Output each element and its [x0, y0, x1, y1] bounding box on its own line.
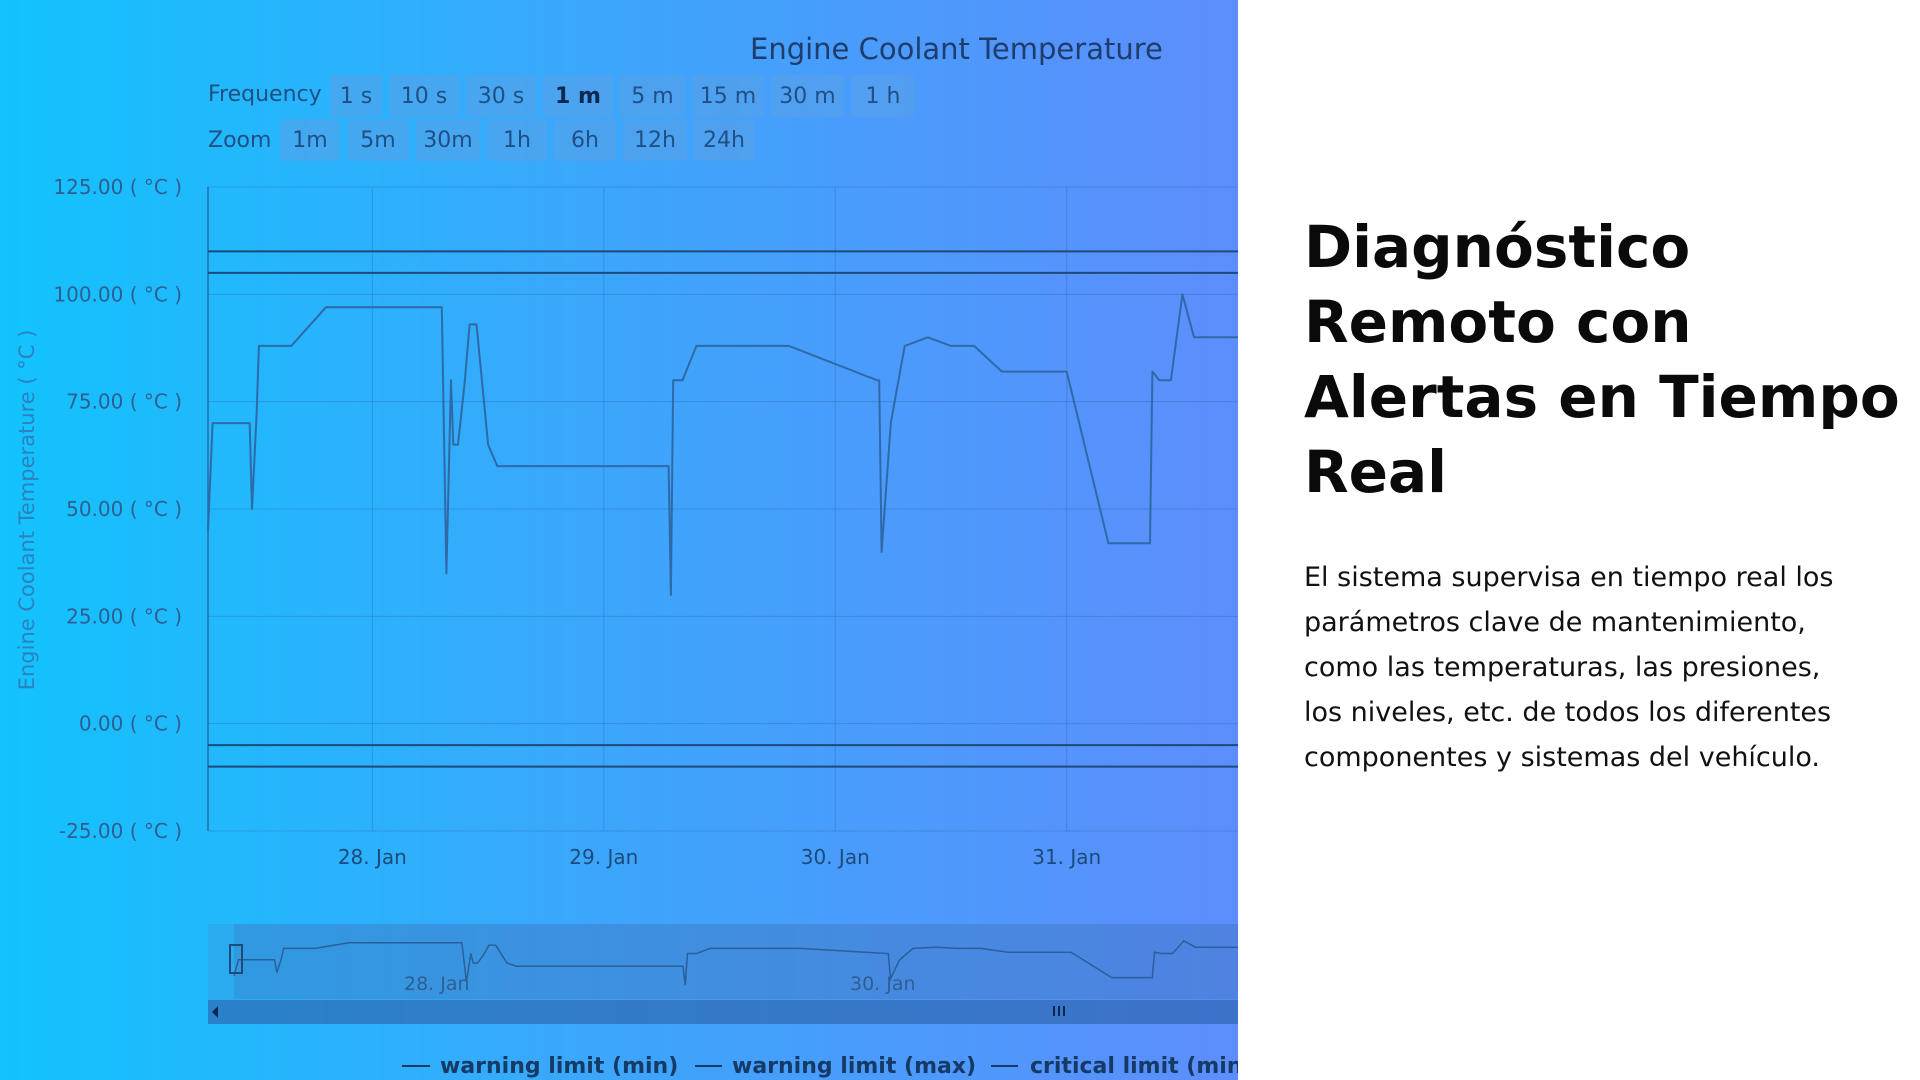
chart-title: Engine Coolant Temperature — [750, 32, 1163, 66]
freq-button-30m[interactable]: 30 m — [771, 75, 844, 117]
y-axis-title: Engine Coolant Temperature ( °C ) — [15, 330, 39, 691]
y-axis: 125.00 ( °C ) 100.00 ( °C ) 75.00 ( °C ) 50… — [53, 175, 182, 843]
frequency-label: Frequency — [208, 82, 322, 107]
limit-lines — [208, 250, 1238, 768]
y-tick-label: -25.00 ( °C ) — [59, 819, 182, 843]
series — [207, 293, 1238, 596]
freq-button-1h[interactable]: 1 h — [851, 75, 915, 117]
x-axis: 28. Jan 29. Jan 30. Jan 31. Jan — [338, 845, 1101, 869]
freq-button-10s[interactable]: 10 s — [389, 75, 459, 117]
scrollbar-grip-icon[interactable] — [1053, 1006, 1065, 1016]
zoom-button-24h[interactable]: 24h — [694, 119, 754, 161]
x-tick-label: 29. Jan — [569, 845, 638, 869]
legend-item[interactable]: warning limit (max) — [732, 1054, 976, 1079]
y-tick-label: 0.00 ( °C ) — [79, 712, 182, 736]
legend: warning limit (min) warning limit (max) … — [402, 1054, 1238, 1079]
legend-item[interactable]: critical limit (min) — [1030, 1054, 1238, 1079]
zoom-button-1m[interactable]: 1m — [280, 119, 340, 161]
y-tick-label: 100.00 ( °C ) — [53, 282, 182, 306]
zoom-button-1h[interactable]: 1h — [487, 119, 547, 161]
freq-button-5m[interactable]: 5 m — [620, 75, 685, 117]
zoom-button-30m[interactable]: 30m — [416, 119, 480, 161]
x-tick-label: 30. Jan — [801, 845, 870, 869]
zoom-button-5m[interactable]: 5m — [347, 119, 409, 161]
freq-button-1s[interactable]: 1 s — [330, 75, 382, 117]
x-tick-label: 28. Jan — [338, 845, 407, 869]
y-tick-label: 125.00 ( °C ) — [53, 175, 182, 199]
text-panel: Diagnóstico Remoto con Alertas en Tiempo… — [1238, 0, 1920, 1080]
navigator-handle[interactable] — [229, 944, 243, 974]
scroll-left-icon[interactable] — [212, 1006, 218, 1018]
page-heading: Diagnóstico Remoto con Alertas en Tiempo… — [1304, 213, 1900, 506]
grid — [207, 186, 1238, 832]
navigator-tick: 28. Jan — [404, 973, 470, 995]
y-tick-label: 75.00 ( °C ) — [66, 390, 182, 414]
chart-panel: Engine Coolant Temperature Frequency 1 s… — [0, 0, 1238, 1080]
zoom-label: Zoom — [208, 128, 272, 153]
zoom-button-6h[interactable]: 6h — [554, 119, 616, 161]
y-tick-label: 50.00 ( °C ) — [66, 497, 182, 521]
freq-button-15m[interactable]: 15 m — [692, 75, 764, 117]
description-text: El sistema supervisa en tiempo real los … — [1304, 562, 1834, 773]
series-line — [207, 293, 1238, 596]
zoom-button-12h[interactable]: 12h — [623, 119, 687, 161]
navigator-line — [233, 939, 1238, 986]
freq-button-30s[interactable]: 30 s — [466, 75, 536, 117]
y-tick-label: 25.00 ( °C ) — [66, 604, 182, 628]
line-chart: 125.00 ( °C ) 100.00 ( °C ) 75.00 ( °C ) 50… — [15, 175, 1238, 1079]
navigator-selection[interactable] — [234, 924, 1238, 999]
navigator-tick: 30. Jan — [850, 973, 916, 995]
legend-item[interactable]: warning limit (min) — [440, 1054, 678, 1079]
scrollbar[interactable] — [208, 1000, 1238, 1024]
navigator-series — [233, 939, 1238, 986]
freq-button-1m[interactable]: 1 m — [543, 75, 613, 117]
x-tick-label: 31. Jan — [1032, 845, 1101, 869]
